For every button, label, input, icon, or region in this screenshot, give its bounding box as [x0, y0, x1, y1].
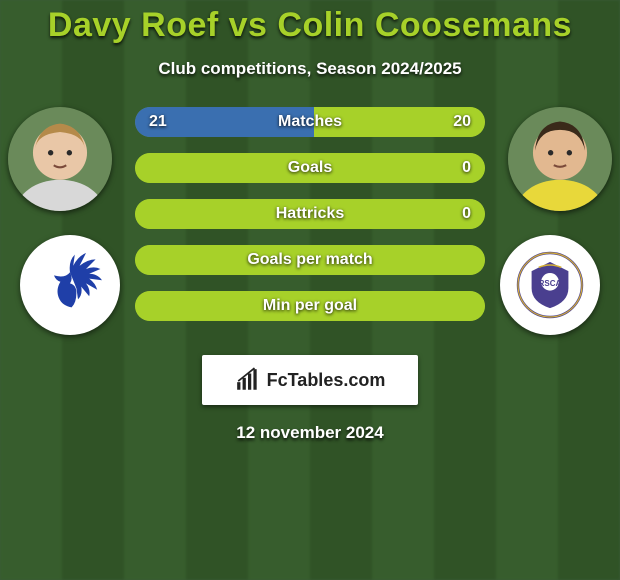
stat-bars: Matches2120 Goals0 Hattricks0 Goals per mat…: [135, 107, 485, 321]
page-title: Davy Roef vs Colin Coosemans: [0, 6, 620, 45]
bar-fill-left: [135, 107, 314, 137]
bar-fill-right: [135, 153, 485, 183]
stat-bar: Goals per match: [135, 245, 485, 275]
bar-fill-right: [135, 291, 485, 321]
bar-fill-right: [314, 107, 486, 137]
club-left-logo: [20, 235, 120, 335]
svg-text:RSCA: RSCA: [539, 279, 562, 288]
club-right-logo: RSCA: [500, 235, 600, 335]
stat-bar: Goals0: [135, 153, 485, 183]
chart-icon: [235, 367, 261, 393]
stat-bar: Hattricks0: [135, 199, 485, 229]
watermark: FcTables.com: [202, 355, 418, 405]
player-right-avatar: [508, 107, 612, 211]
date: 12 november 2024: [0, 423, 620, 443]
bar-fill-right: [135, 199, 485, 229]
subtitle: Club competitions, Season 2024/2025: [0, 59, 620, 79]
watermark-text: FcTables.com: [267, 370, 386, 391]
bar-fill-right: [135, 245, 485, 275]
stat-bar: Min per goal: [135, 291, 485, 321]
stats-area: RSCA Matches2120 Goals0 Hattricks0 Goals pe…: [0, 107, 620, 347]
player-left-avatar: [8, 107, 112, 211]
stat-bar: Matches2120: [135, 107, 485, 137]
